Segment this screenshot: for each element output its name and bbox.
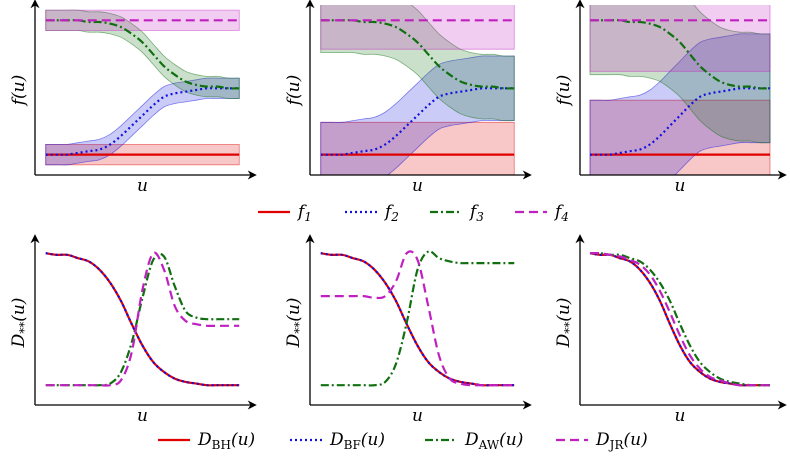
legend-label: DAW(u) — [464, 430, 523, 452]
series-line — [45, 252, 240, 387]
legend-label: DBF(u) — [329, 430, 385, 452]
series-line — [589, 19, 771, 90]
y-axis-label: D**(u) — [554, 298, 576, 349]
error-band — [589, 5, 771, 144]
y-axis-label: f(u) — [9, 75, 29, 108]
legend-label: DJR(u) — [595, 430, 648, 452]
panel: u f(u) — [554, 0, 787, 196]
series-line — [45, 87, 240, 156]
x-axis-label: u — [675, 176, 686, 196]
legend-label: f4​ — [553, 202, 569, 224]
legend-label: f2​ — [383, 202, 399, 224]
y-axis-label: D**(u) — [9, 298, 31, 349]
error-band — [589, 99, 771, 175]
x-axis-label: u — [137, 176, 148, 196]
series-line — [45, 251, 240, 387]
series-line — [589, 251, 770, 387]
panel: u f(u) — [284, 0, 532, 196]
series-line — [589, 252, 770, 387]
series-line — [45, 252, 240, 387]
x-axis-label: u — [412, 406, 423, 426]
panel: u D**(u) DBH(u) DBF(u) DAW(u) DJR(u) — [9, 234, 648, 452]
series-line — [590, 87, 770, 156]
panel: u f(u) f1​ f2​ f3​ f4​ — [9, 0, 569, 224]
series-line — [589, 251, 770, 387]
series-line — [320, 250, 515, 387]
error-band — [320, 121, 515, 175]
error-band — [589, 5, 771, 72]
panel: u D**(u) — [554, 234, 787, 426]
panel: u D**(u) — [284, 234, 532, 426]
y-axis-label: f(u) — [554, 75, 574, 108]
error-band — [45, 9, 240, 31]
y-axis-label: f(u) — [284, 75, 304, 108]
series-line — [45, 252, 240, 387]
legend-label: f3​ — [468, 202, 484, 224]
y-axis-label: D**(u) — [284, 298, 306, 349]
error-band — [45, 9, 240, 100]
legend-label: DBH(u) — [197, 430, 255, 452]
x-axis-label: u — [675, 406, 686, 426]
series-line — [320, 250, 515, 387]
error-band — [320, 5, 515, 50]
x-axis-label: u — [412, 176, 423, 196]
x-axis-label: u — [137, 406, 148, 426]
series-line — [589, 252, 770, 387]
series-line — [320, 87, 515, 156]
legend-label: f1​ — [296, 202, 312, 224]
